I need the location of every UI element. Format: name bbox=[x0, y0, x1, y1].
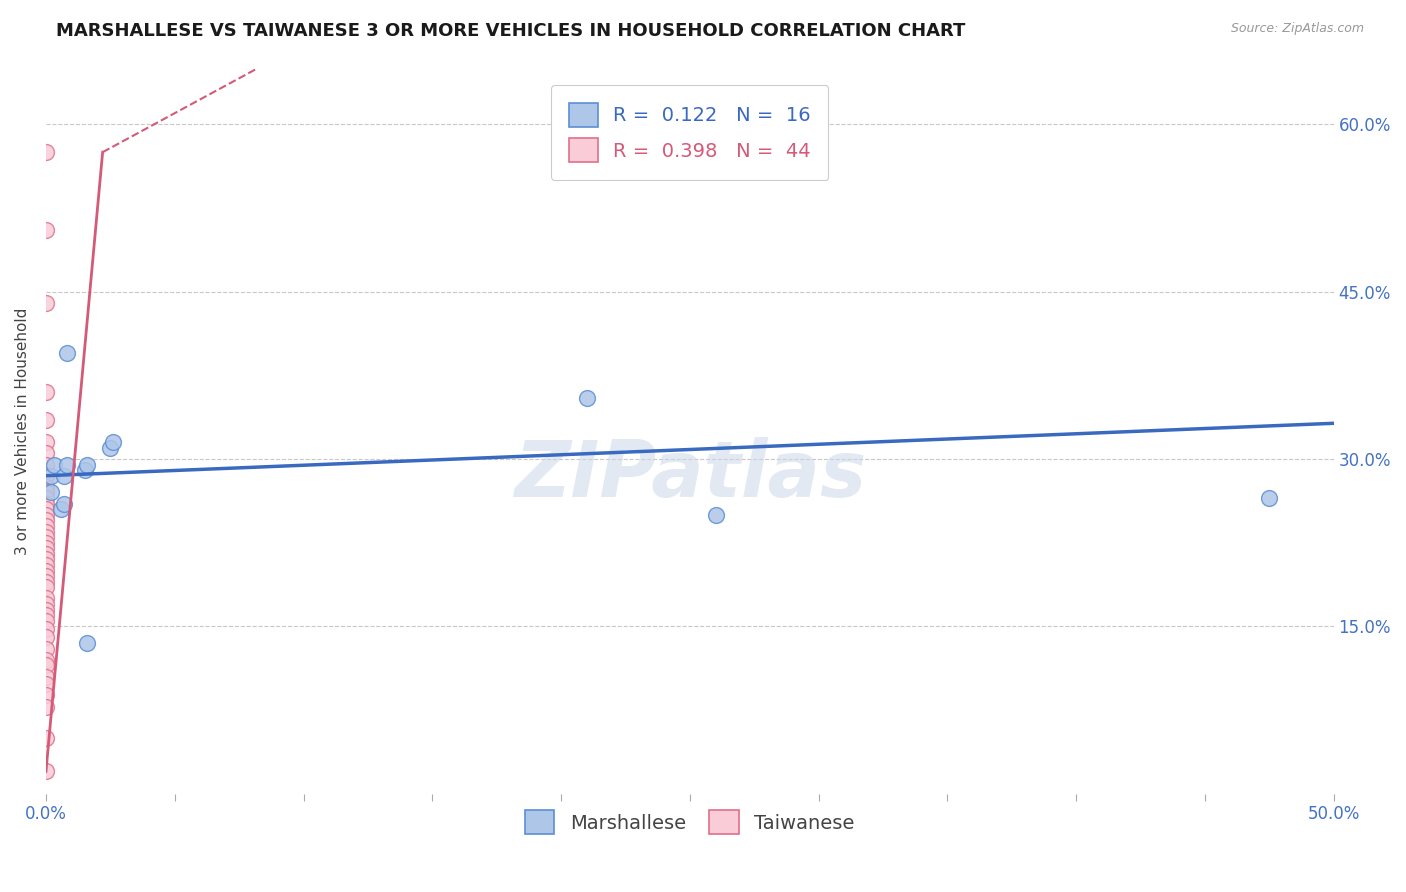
Point bbox=[35, 480, 58, 494]
Point bbox=[35, 535, 58, 549]
Point bbox=[55, 346, 77, 360]
Point bbox=[35, 653, 58, 667]
Point bbox=[35, 622, 58, 636]
Point bbox=[35, 530, 58, 544]
Point bbox=[35, 513, 58, 527]
Point bbox=[35, 491, 58, 505]
Point bbox=[35, 497, 58, 511]
Point bbox=[35, 458, 58, 472]
Point bbox=[35, 223, 58, 237]
Point bbox=[35, 597, 58, 611]
Point bbox=[35, 508, 58, 522]
Point bbox=[98, 441, 121, 455]
Point bbox=[35, 669, 58, 683]
Point bbox=[39, 485, 62, 500]
Point bbox=[35, 547, 58, 561]
Point bbox=[51, 502, 73, 516]
Point bbox=[35, 558, 58, 572]
Point bbox=[35, 574, 58, 589]
Point bbox=[55, 458, 77, 472]
Point bbox=[35, 446, 58, 460]
Point bbox=[35, 564, 58, 578]
Point bbox=[35, 631, 58, 645]
Point bbox=[35, 295, 58, 310]
Point bbox=[35, 385, 58, 400]
Point bbox=[101, 435, 124, 450]
Point bbox=[76, 636, 98, 650]
Legend: R =  0.122   N =  16, R =  0.398   N =  44: R = 0.122 N = 16, R = 0.398 N = 44 bbox=[551, 86, 828, 179]
Point bbox=[35, 468, 58, 483]
Point bbox=[35, 569, 58, 583]
Point bbox=[35, 145, 58, 160]
Point bbox=[35, 524, 58, 539]
Point bbox=[704, 508, 727, 522]
Text: Source: ZipAtlas.com: Source: ZipAtlas.com bbox=[1230, 22, 1364, 36]
Point bbox=[39, 468, 62, 483]
Point bbox=[1258, 491, 1281, 505]
Point bbox=[35, 658, 58, 673]
Point bbox=[53, 468, 76, 483]
Point bbox=[35, 552, 58, 566]
Point bbox=[35, 485, 58, 500]
Point bbox=[35, 541, 58, 556]
Point bbox=[35, 519, 58, 533]
Point bbox=[76, 458, 98, 472]
Point bbox=[35, 764, 58, 779]
Point bbox=[35, 699, 58, 714]
Point bbox=[35, 677, 58, 691]
Point bbox=[35, 731, 58, 745]
Point bbox=[42, 458, 65, 472]
Point bbox=[35, 435, 58, 450]
Point bbox=[35, 689, 58, 703]
Point bbox=[35, 580, 58, 594]
Point bbox=[35, 602, 58, 616]
Point bbox=[35, 413, 58, 427]
Point bbox=[35, 641, 58, 656]
Text: ZIPatlas: ZIPatlas bbox=[513, 436, 866, 513]
Point bbox=[53, 497, 76, 511]
Point bbox=[35, 502, 58, 516]
Point bbox=[35, 614, 58, 628]
Point bbox=[73, 463, 96, 477]
Y-axis label: 3 or more Vehicles in Household: 3 or more Vehicles in Household bbox=[15, 308, 30, 555]
Point bbox=[35, 591, 58, 606]
Point bbox=[575, 391, 598, 405]
Text: MARSHALLESE VS TAIWANESE 3 OR MORE VEHICLES IN HOUSEHOLD CORRELATION CHART: MARSHALLESE VS TAIWANESE 3 OR MORE VEHIC… bbox=[56, 22, 966, 40]
Point bbox=[35, 608, 58, 623]
